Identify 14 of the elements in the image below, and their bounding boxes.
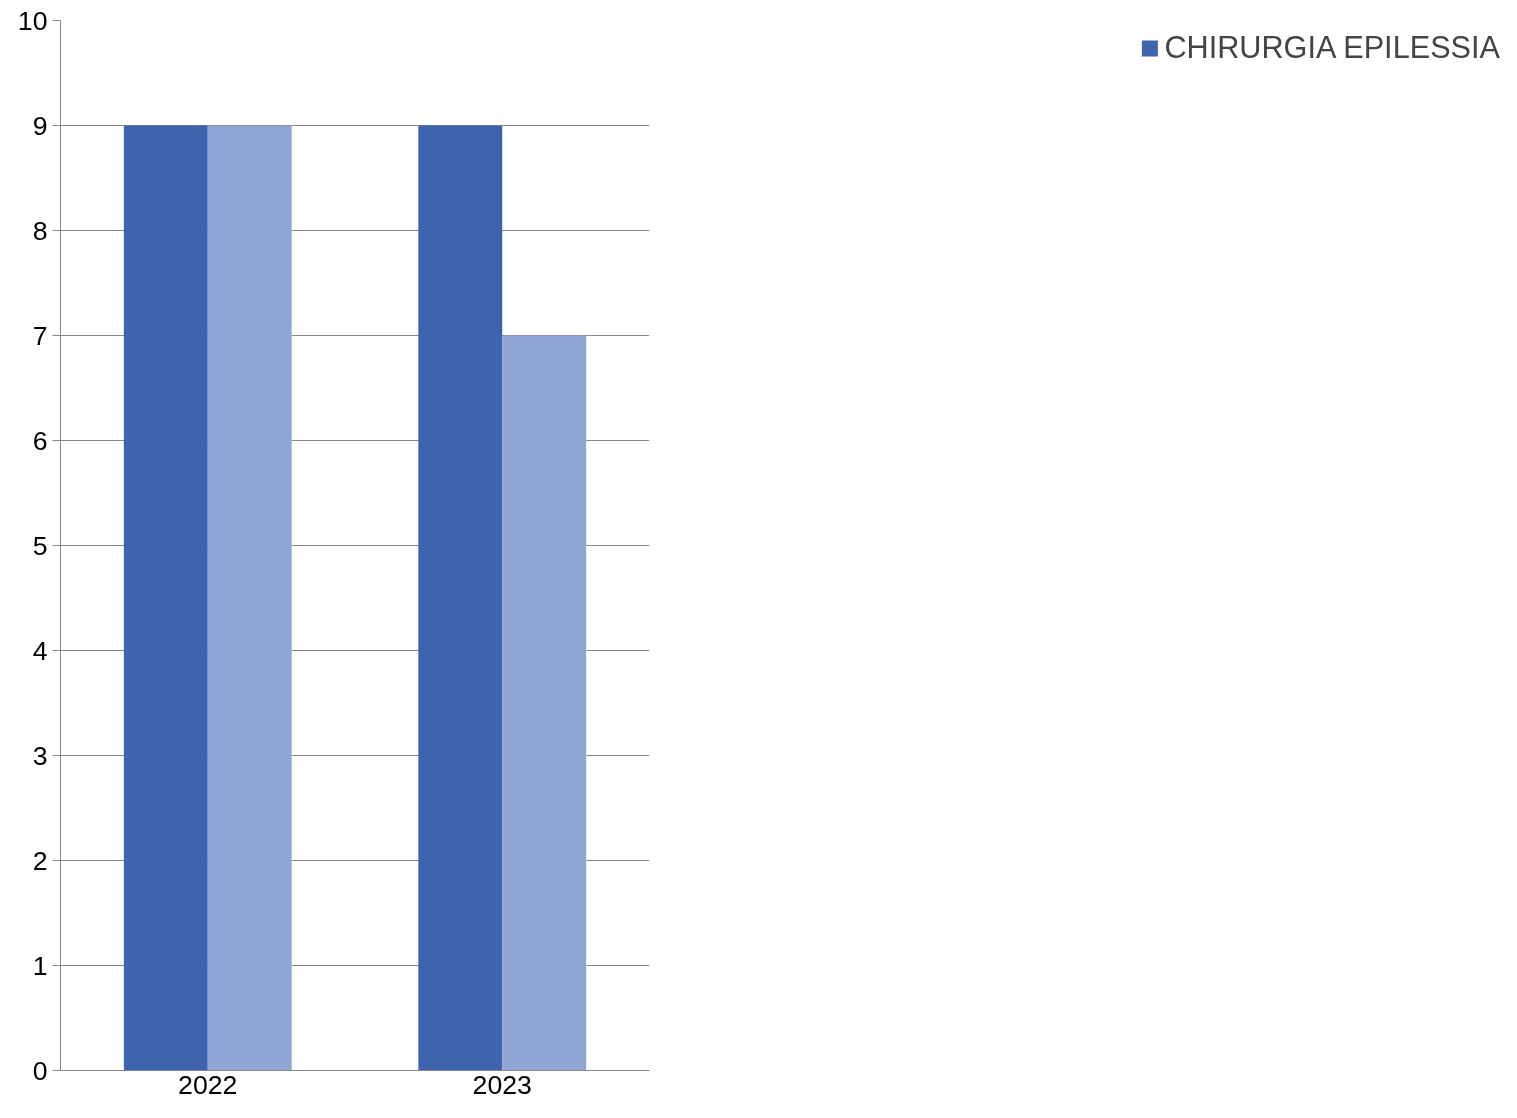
y-tick-label: 9	[32, 110, 48, 141]
y-tick-label: 7	[32, 320, 48, 351]
y-tick-label: 0	[32, 1055, 48, 1086]
y-tick-label: 10	[17, 5, 48, 36]
legend-label: CHIRURGIA EPILESSIA	[1164, 30, 1500, 65]
y-tick-label: 2	[32, 845, 48, 876]
y-tick-label: 6	[32, 425, 48, 456]
y-tick-label: 3	[32, 740, 48, 771]
y-tick-label: 8	[32, 215, 48, 246]
y-tick-label: 5	[32, 530, 48, 561]
y-tick-label: 4	[32, 635, 48, 666]
x-tick-label: 2023	[472, 1069, 532, 1100]
y-tick-label: 1	[32, 950, 48, 981]
x-tick-label: 2022	[178, 1069, 238, 1100]
